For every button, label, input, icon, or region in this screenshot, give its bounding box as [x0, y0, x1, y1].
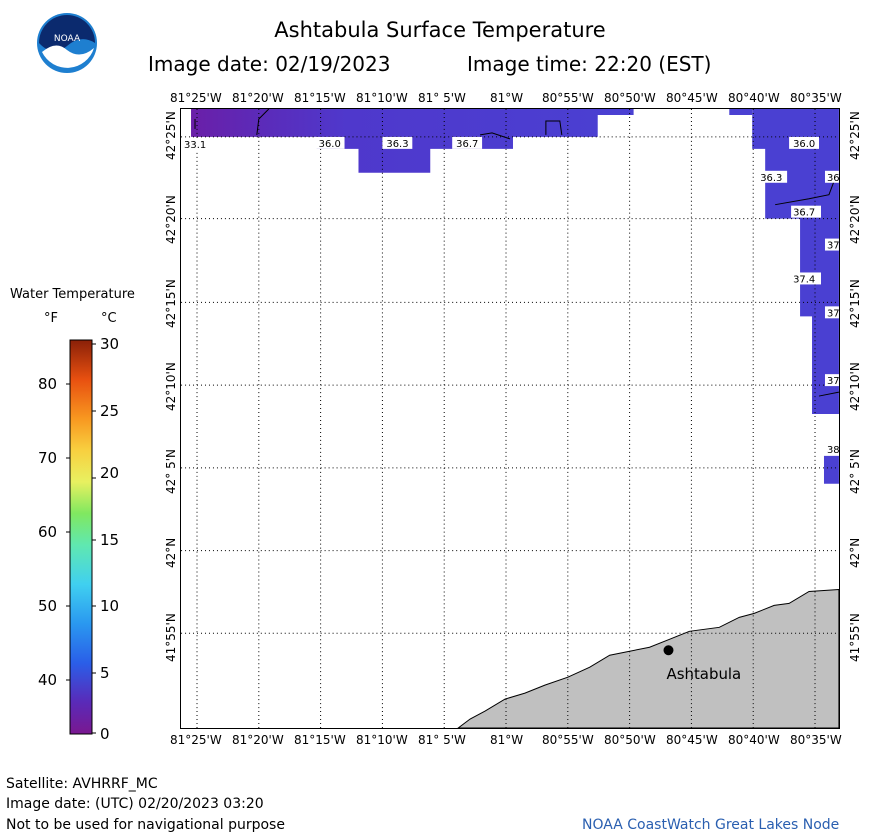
temp-label: 36 [827, 173, 840, 184]
disclaimer: Not to be used for navigational purpose [6, 817, 285, 833]
page-title: Ashtabula Surface Temperature [274, 18, 606, 42]
lon-label: 80°45'W [666, 91, 718, 105]
c-tick: 10 [100, 597, 120, 615]
lon-label: 81°W [490, 733, 524, 747]
lat-label: 42°15'N [848, 279, 862, 328]
c-tick: 15 [100, 531, 120, 549]
f-tick: 80 [38, 375, 58, 393]
image-date: Image date: 02/19/2023 [148, 52, 391, 76]
lat-label: 41°55'N [164, 613, 178, 662]
lon-label: 80°35'W [790, 91, 842, 105]
legend-title: Water Temperature [10, 287, 135, 302]
lon-label: 81°10'W [356, 91, 408, 105]
lat-label: 42°20'N [164, 195, 178, 244]
lat-label: 42°15'N [164, 279, 178, 328]
f-tick: 40 [38, 671, 58, 689]
lon-label: 81°10'W [356, 733, 408, 747]
f-tick: 70 [38, 449, 58, 467]
c-tick: 20 [100, 464, 120, 482]
temperature-labels: 33.1 36.0 36.3 36.7 36.0 36.3 36 36.7 37… [183, 136, 840, 456]
lon-label: 80°35'W [790, 733, 842, 747]
lon-label: 80°40'W [728, 733, 780, 747]
lon-label: 81°15'W [294, 733, 346, 747]
lon-label: 81°20'W [232, 733, 284, 747]
temp-label: 38 [827, 445, 840, 456]
temp-label: 36.0 [793, 139, 815, 150]
lon-label: 81°25'W [170, 733, 222, 747]
lon-label: 80°45'W [666, 733, 718, 747]
temp-label: 36.7 [456, 139, 478, 150]
lon-label: 81°20'W [232, 91, 284, 105]
lat-label: 42°25'N [848, 111, 862, 160]
temp-label: 33.1 [184, 140, 206, 151]
noaa-logo-text: NOAA [54, 34, 81, 44]
c-tick: 5 [100, 664, 110, 682]
lon-label: 80°50'W [604, 91, 656, 105]
lon-label: 80°55'W [542, 91, 594, 105]
lon-label: 81°W [490, 91, 524, 105]
lat-label: 42°N [848, 537, 862, 568]
temp-label: 37 [827, 376, 840, 387]
temp-label: 36.0 [319, 139, 341, 150]
lon-label: 81°15'W [294, 91, 346, 105]
c-tick: 30 [100, 335, 120, 353]
lon-label: 80°50'W [604, 733, 656, 747]
lat-label: 42°N [164, 537, 178, 568]
land-area [457, 588, 839, 728]
f-tick: 50 [38, 597, 58, 615]
utc-date: Image date: (UTC) 02/20/2023 03:20 [6, 796, 264, 812]
noaa-logo: NOAA [37, 13, 97, 73]
lat-label: 42°10'N [164, 362, 178, 411]
legend-unit-f: °F [44, 311, 58, 326]
temp-label: 37 [827, 241, 840, 252]
c-tick: 0 [100, 725, 110, 743]
image-time: Image time: 22:20 (EST) [467, 52, 712, 76]
city-marker [663, 645, 674, 656]
satellite-info: Satellite: AVHRRF_MC [6, 776, 158, 792]
lat-label: 42°10'N [848, 362, 862, 411]
temp-label: 37 [827, 308, 840, 319]
water-surface [191, 109, 839, 484]
lon-label: 80°55'W [542, 733, 594, 747]
c-tick: 25 [100, 402, 120, 420]
color-bar [66, 339, 96, 735]
temp-label: 37.4 [793, 274, 815, 285]
temp-label: 36.3 [386, 139, 408, 150]
lat-label: 42° 5'N [164, 449, 178, 494]
lon-label: 81° 5'W [418, 91, 466, 105]
legend-unit-c: °C [101, 311, 117, 326]
lat-label: 41°55'N [848, 613, 862, 662]
lat-label: 42°20'N [848, 195, 862, 244]
temperature-map: 33.1 36.0 36.3 36.7 36.0 36.3 36 36.7 37… [180, 108, 840, 729]
credit-text: NOAA CoastWatch Great Lakes Node [582, 817, 840, 833]
lon-label: 80°40'W [728, 91, 780, 105]
temp-label: 36.3 [760, 173, 782, 184]
temp-label: 36.7 [793, 208, 815, 219]
lon-label: 81° 5'W [418, 733, 466, 747]
f-tick: 60 [38, 523, 58, 541]
city-label: Ashtabula [666, 665, 741, 683]
lat-label: 42°25'N [164, 111, 178, 160]
lat-label: 42° 5'N [848, 449, 862, 494]
lon-label: 81°25'W [170, 91, 222, 105]
